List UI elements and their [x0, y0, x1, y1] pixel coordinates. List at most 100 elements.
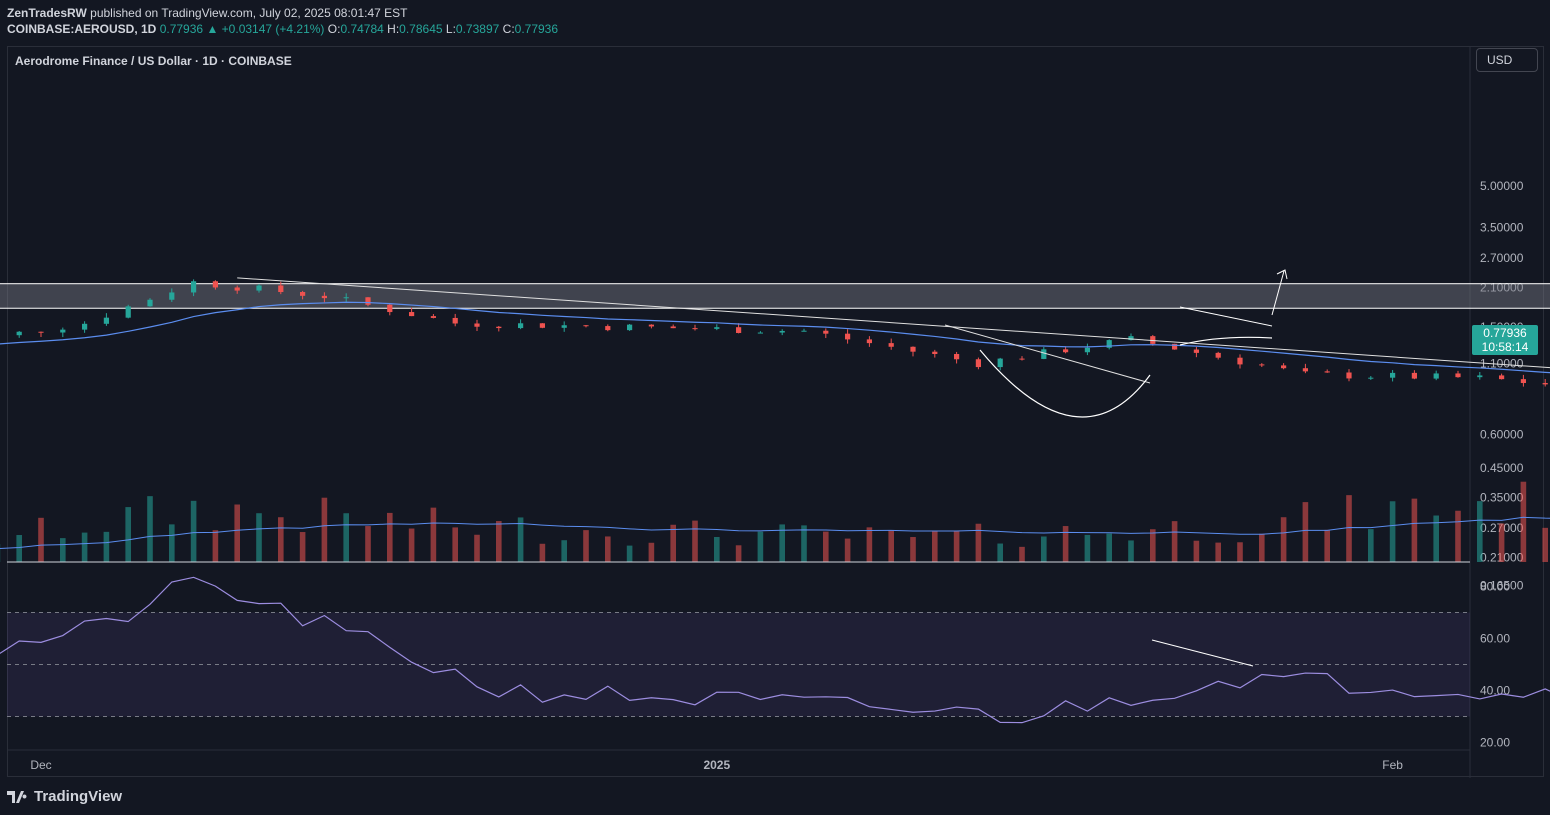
- volume-bar: [517, 517, 524, 562]
- volume-bar: [1324, 529, 1330, 562]
- flag-resistance-line: [1179, 306, 1273, 327]
- candle-body: [125, 306, 131, 318]
- candle-body: [801, 330, 807, 332]
- chart-frame: [7, 46, 1544, 777]
- candle-body: [1259, 364, 1265, 366]
- candle-body: [1542, 383, 1548, 385]
- volume-bars: [0, 481, 1550, 563]
- candle-body: [561, 325, 567, 328]
- rsi-tick-label: 20.00: [1480, 736, 1510, 750]
- volume-bar: [735, 545, 742, 562]
- volume-bar: [430, 507, 437, 562]
- rsi-line: [0, 576, 1550, 724]
- candle-body: [1237, 357, 1243, 365]
- volume-bar: [1019, 546, 1025, 562]
- volume-bar: [81, 532, 88, 562]
- volume-bar: [452, 527, 458, 562]
- volume-bar: [692, 520, 698, 562]
- volume-bar: [714, 537, 720, 562]
- candlesticks[interactable]: [0, 279, 1550, 513]
- high-value: 0.78645: [399, 22, 443, 36]
- time-tick-label: Feb: [1382, 758, 1403, 772]
- volume-bar: [1455, 510, 1461, 562]
- volume-bar: [1302, 502, 1309, 562]
- volume-bar: [1128, 540, 1134, 562]
- volume-bar: [474, 534, 480, 562]
- low-value: 0.73897: [455, 22, 500, 36]
- candle-body: [1019, 358, 1025, 360]
- volume-bar: [212, 530, 219, 562]
- candle-body: [932, 351, 938, 354]
- candle-body: [409, 312, 415, 317]
- candle-body: [954, 353, 960, 360]
- resistance-zone[interactable]: [0, 283, 1550, 309]
- candle-body: [1346, 372, 1352, 379]
- volume-bar: [953, 531, 960, 562]
- cup-arc: [979, 349, 1151, 418]
- candle-body: [1106, 340, 1112, 348]
- volume-bar: [1041, 536, 1047, 562]
- last-price-tag-value: 0.77936: [1483, 326, 1527, 340]
- candle-body: [365, 297, 371, 305]
- volume-bar: [561, 540, 567, 562]
- candle-body: [1499, 375, 1505, 380]
- candle-body: [191, 281, 197, 293]
- candle-body: [997, 358, 1003, 368]
- volume-bar: [932, 530, 938, 562]
- candle-body: [452, 317, 458, 324]
- volume-bar: [496, 521, 502, 562]
- volume-bar: [278, 517, 284, 562]
- tradingview-logo-icon: [7, 790, 27, 803]
- price-tick-label: 5.00000: [1480, 179, 1524, 193]
- candle-body: [627, 324, 633, 331]
- volume-bar: [1389, 501, 1396, 562]
- volume-bar: [190, 500, 197, 562]
- volume-bar: [169, 524, 175, 562]
- volume-bar: [299, 532, 306, 562]
- candle-body: [1390, 372, 1396, 378]
- volume-bar: [1411, 498, 1418, 562]
- volume-bar: [1368, 529, 1374, 562]
- candle-body: [1520, 379, 1526, 384]
- volume-bar: [1193, 540, 1200, 562]
- candle-body: [234, 287, 240, 291]
- candle-body: [496, 326, 502, 329]
- moving-average-line: [0, 301, 1550, 374]
- rsi-pane[interactable]: [0, 576, 1550, 751]
- publisher-name[interactable]: ZenTradesRW: [7, 6, 87, 20]
- candle-body: [212, 281, 218, 288]
- price-tick-label: 0.60000: [1480, 427, 1524, 441]
- volume-bar: [1433, 515, 1439, 562]
- candle-body: [300, 292, 306, 296]
- volume-bar: [103, 531, 110, 562]
- time-axis[interactable]: Dec2025FebMarAprMayJunJulAug: [30, 758, 1550, 772]
- rsi-tick-label: 80.00: [1480, 580, 1510, 594]
- volume-bar: [365, 526, 371, 562]
- flag-support-curve: [1179, 336, 1273, 346]
- candle-body: [387, 304, 393, 313]
- price-change: +0.03147 (+4.21%): [221, 22, 325, 36]
- volume-bar: [1346, 495, 1352, 562]
- candle-body: [343, 297, 349, 299]
- candle-body: [1041, 349, 1047, 359]
- currency-selector[interactable]: USD: [1476, 48, 1538, 72]
- volume-bar: [626, 545, 633, 562]
- volume-bar: [256, 513, 262, 562]
- drawings[interactable]: [0, 269, 1550, 481]
- price-axis[interactable]: 5.000003.500002.700002.100001.500001.100…: [1469, 46, 1524, 778]
- volume-bar: [343, 513, 349, 562]
- candle-body: [845, 333, 851, 340]
- candle-body: [910, 346, 916, 352]
- last-price-tag: 0.77936 10:58:14: [1472, 325, 1538, 355]
- candle-body: [1172, 343, 1178, 350]
- publisher-line: ZenTradesRW published on TradingView.com…: [7, 6, 407, 20]
- candle-body: [256, 285, 262, 291]
- candle-countdown: 10:58:14: [1481, 340, 1529, 354]
- close-value: 0.77936: [514, 22, 559, 36]
- candle-body: [518, 323, 524, 329]
- price-tick-label: 2.70000: [1480, 251, 1524, 265]
- tradingview-logo[interactable]: TradingView: [7, 788, 122, 805]
- close-label: C:: [502, 22, 515, 36]
- price-tick-label: 1.10000: [1480, 356, 1524, 370]
